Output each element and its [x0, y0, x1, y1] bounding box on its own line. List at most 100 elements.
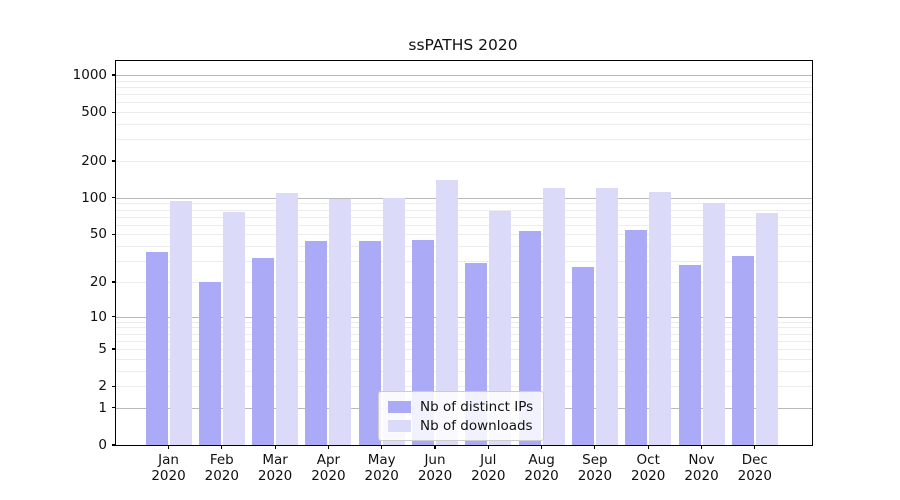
gridline-minor-7: [116, 333, 812, 335]
x-tick-label-feb-2020: Feb 2020: [204, 452, 239, 484]
bar-nb-of-downloads-apr-2020: [329, 198, 352, 445]
gridline-minor-4: [116, 358, 812, 360]
bar-nb-of-downloads-oct-2020: [649, 191, 672, 445]
gridline-minor-40: [116, 246, 812, 248]
y-tick-label-5: 5: [98, 341, 107, 358]
y-tick-label-500: 500: [81, 104, 107, 121]
y-tick-label-100: 100: [81, 189, 107, 206]
y-tick-label-200: 200: [81, 153, 107, 169]
x-tick-mark-dec-2020: [754, 445, 756, 449]
bar-nb-of-distinct-ips-mar-2020: [252, 257, 275, 445]
x-tick-mark-feb-2020: [221, 445, 223, 449]
y-tick-mark-2: [112, 385, 116, 387]
y-tick-label-10: 10: [89, 308, 107, 325]
bar-nb-of-downloads-may-2020: [382, 197, 405, 445]
gridline-minor-200: [116, 161, 812, 162]
plot-area: 1000 500 200 100 50 20 10 5 2 1 0 Jan 2020 Feb 2020 Ma…: [73, 60, 813, 484]
legend-swatch-downloads: [388, 419, 411, 432]
y-tick-label-20: 20: [89, 273, 107, 290]
gridline-minor-600: [116, 102, 812, 104]
bar-nb-of-distinct-ips-dec-2020: [731, 256, 754, 445]
bar-nb-of-downloads-feb-2020: [222, 212, 245, 445]
x-tick-label-nov-2020: Nov 2020: [684, 452, 719, 484]
y-tick-mark-100: [112, 197, 116, 199]
gridline-major-10: [116, 316, 812, 318]
gridline-minor-400: [116, 124, 812, 126]
gridline-minor-500: [116, 112, 812, 114]
y-tick-label-2: 2: [98, 378, 107, 395]
x-tick-mark-apr-2020: [327, 445, 329, 449]
y-tick-mark-20: [112, 281, 116, 283]
y-tick-mark-200: [112, 160, 116, 162]
y-tick-mark-500: [112, 111, 116, 113]
y-tick-mark-5: [112, 348, 116, 350]
legend-swatch-distinct-ips: [388, 400, 411, 413]
x-tick-label-aug-2020: Aug 2020: [524, 452, 559, 484]
legend-item-downloads: Nb of downloads: [388, 416, 534, 435]
y-tick-label-1: 1: [98, 399, 107, 416]
gridline-minor-9: [116, 321, 812, 323]
y-tick-label-1000: 1000: [72, 67, 107, 84]
x-tick-label-jul-2020: Jul 2020: [471, 452, 506, 484]
gridline-minor-8: [116, 327, 812, 329]
y-tick-mark-50: [112, 233, 116, 236]
x-tick-mark-mar-2020: [274, 445, 276, 449]
bar-nb-of-downloads-jun-2020: [436, 180, 458, 445]
gridline-minor-60: [116, 224, 812, 226]
gridline-major-1000: [116, 75, 812, 77]
x-tick-mark-aug-2020: [541, 445, 543, 449]
x-tick-mark-nov-2020: [700, 445, 703, 449]
gridline-minor-70: [116, 216, 812, 218]
x-tick-label-oct-2020: Oct 2020: [631, 452, 666, 484]
bar-nb-of-downloads-dec-2020: [755, 213, 778, 445]
bar-nb-of-distinct-ips-may-2020: [358, 241, 381, 445]
bar-nb-of-downloads-mar-2020: [276, 192, 299, 445]
y-tick-label-50: 50: [89, 226, 107, 243]
x-tick-mark-jan-2020: [167, 445, 170, 449]
gridline-minor-6: [116, 340, 812, 342]
y-tick-mark-10: [112, 315, 116, 318]
bar-nb-of-distinct-ips-oct-2020: [625, 230, 648, 445]
chart-title: ssPATHS 2020: [408, 36, 518, 54]
gridline-minor-20: [116, 281, 812, 283]
legend-item-distinct-ips: Nb of distinct IPs: [388, 397, 534, 416]
bar-nb-of-distinct-ips-nov-2020: [678, 264, 701, 445]
gridline-minor-3: [116, 370, 812, 372]
gridline-minor-50: [116, 234, 812, 236]
legend-label-downloads: Nb of downloads: [420, 417, 533, 434]
x-tick-mark-jun-2020: [434, 445, 436, 449]
bar-nb-of-distinct-ips-feb-2020: [198, 281, 221, 445]
legend: Nb of distinct IPs Nb of downloads: [378, 391, 544, 441]
gridline-minor-2: [116, 386, 812, 388]
gridline-minor-900: [116, 80, 812, 82]
gridline-minor-30: [116, 261, 812, 263]
gridline-minor-80: [116, 209, 812, 211]
x-tick-mark-sep-2020: [594, 445, 596, 449]
x-tick-label-mar-2020: Mar 2020: [257, 452, 293, 484]
legend-label-distinct-ips: Nb of distinct IPs: [420, 398, 534, 415]
bar-nb-of-downloads-nov-2020: [702, 203, 725, 445]
x-tick-label-apr-2020: Apr 2020: [311, 452, 346, 484]
x-tick-label-jan-2020: Jan 2020: [151, 452, 186, 484]
y-tick-mark-1000: [112, 74, 116, 76]
bar-nb-of-downloads-sep-2020: [595, 188, 618, 445]
x-tick-mark-may-2020: [381, 445, 383, 449]
x-tick-label-may-2020: May 2020: [364, 452, 399, 484]
y-tick-mark-1: [112, 407, 116, 409]
gridline-major-100: [116, 197, 812, 199]
gridline-minor-90: [116, 203, 812, 205]
x-tick-mark-oct-2020: [647, 445, 649, 449]
gridline-minor-700: [116, 94, 812, 96]
gridline-minor-300: [116, 139, 812, 141]
x-tick-label-sep-2020: Sep 2020: [577, 452, 613, 484]
y-tick-mark-0: [112, 444, 116, 446]
bar-nb-of-distinct-ips-sep-2020: [571, 266, 594, 445]
bar-nb-of-distinct-ips-jan-2020: [145, 251, 168, 445]
gridline-minor-5: [116, 349, 812, 351]
x-tick-mark-jul-2020: [487, 445, 489, 449]
x-tick-label-dec-2020: Dec 2020: [737, 452, 772, 484]
bar-nb-of-downloads-jul-2020: [489, 211, 512, 445]
y-tick-label-0: 0: [98, 437, 107, 453]
bar-nb-of-downloads-jan-2020: [169, 200, 192, 445]
